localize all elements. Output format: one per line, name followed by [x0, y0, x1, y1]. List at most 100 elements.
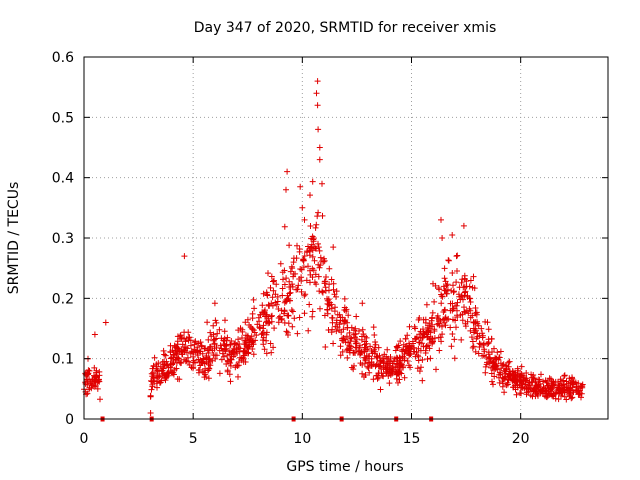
data-point — [445, 257, 452, 264]
data-point — [277, 260, 284, 267]
data-point — [454, 299, 461, 306]
data-point — [444, 281, 451, 288]
data-point — [469, 312, 476, 319]
data-point — [289, 323, 296, 330]
data-point — [259, 309, 266, 316]
data-point — [260, 310, 267, 317]
data-point — [268, 349, 275, 356]
data-point — [289, 281, 296, 288]
data-point — [526, 384, 533, 391]
data-point — [499, 378, 506, 385]
data-point — [400, 364, 407, 371]
data-point — [344, 354, 351, 361]
data-point — [434, 312, 441, 319]
data-point — [489, 349, 495, 355]
data-point — [368, 359, 375, 366]
data-point — [242, 319, 249, 326]
data-point — [505, 363, 512, 370]
data-point — [539, 387, 546, 394]
data-point — [449, 232, 456, 238]
data-point — [163, 358, 170, 365]
data-point — [420, 316, 427, 323]
data-point — [91, 331, 98, 338]
data-point — [179, 341, 186, 348]
data-point — [567, 384, 574, 391]
data-point — [443, 290, 450, 297]
data-point — [461, 292, 468, 299]
data-point — [488, 364, 494, 371]
data-point — [452, 317, 459, 324]
data-point — [306, 301, 313, 308]
data-point — [361, 354, 368, 361]
data-point — [213, 344, 220, 351]
data-point — [443, 282, 450, 289]
data-point — [281, 307, 288, 314]
data-point — [449, 270, 456, 276]
data-point — [474, 320, 481, 327]
data-point — [161, 371, 168, 378]
data-point — [196, 366, 203, 373]
data-point — [445, 257, 452, 264]
data-point — [484, 319, 491, 326]
data-point — [497, 348, 504, 355]
data-point — [308, 241, 315, 248]
data-point — [345, 339, 351, 346]
data-point — [239, 328, 246, 335]
data-point — [450, 289, 457, 296]
data-point — [312, 271, 319, 278]
data-point — [543, 385, 549, 392]
data-point — [260, 334, 267, 341]
data-point — [414, 352, 421, 359]
data-point — [205, 375, 212, 382]
data-point — [437, 317, 444, 324]
data-point — [174, 376, 181, 382]
data-point — [442, 315, 449, 322]
data-point — [561, 373, 568, 379]
data-point — [407, 351, 414, 358]
data-point — [472, 305, 479, 311]
data-point — [255, 314, 262, 321]
data-point — [488, 335, 495, 342]
axes: 0 0.1 0.2 0.3 0.4 0.5 0.6 0 5 10 15 20 — [52, 50, 609, 447]
data-point — [286, 290, 293, 297]
data-point — [204, 367, 211, 374]
data-point — [402, 335, 409, 342]
data-point — [364, 363, 371, 370]
grid-layer — [84, 57, 608, 419]
data-point — [424, 324, 431, 331]
data-point — [424, 333, 431, 340]
data-point — [157, 363, 164, 370]
data-point — [343, 333, 350, 340]
data-point — [485, 326, 492, 333]
data-point — [414, 365, 421, 372]
data-point — [93, 369, 100, 376]
data-point — [205, 347, 212, 353]
data-point — [161, 351, 168, 358]
data-point — [460, 296, 466, 303]
data-point — [244, 316, 251, 323]
data-point — [326, 265, 333, 272]
y-tick-label: 0.4 — [52, 171, 74, 187]
data-point — [376, 352, 383, 359]
data-point — [311, 279, 318, 286]
data-point — [350, 366, 357, 373]
data-point — [528, 371, 535, 378]
data-point — [351, 362, 357, 369]
y-tick-label: 0.5 — [52, 110, 74, 126]
data-point — [514, 365, 521, 372]
data-point — [444, 286, 451, 293]
data-point — [246, 337, 253, 344]
data-point — [248, 333, 255, 340]
data-point — [359, 370, 366, 377]
data-point — [390, 358, 397, 365]
data-point — [424, 356, 431, 362]
data-point — [546, 375, 553, 382]
data-point — [254, 321, 261, 328]
chart-title: Day 347 of 2020, SRMTID for receiver xmi… — [194, 20, 497, 36]
data-point — [453, 324, 459, 331]
data-point — [412, 335, 418, 342]
data-point — [290, 273, 297, 280]
data-point — [154, 384, 160, 391]
data-point — [451, 336, 458, 343]
data-point — [205, 355, 212, 362]
